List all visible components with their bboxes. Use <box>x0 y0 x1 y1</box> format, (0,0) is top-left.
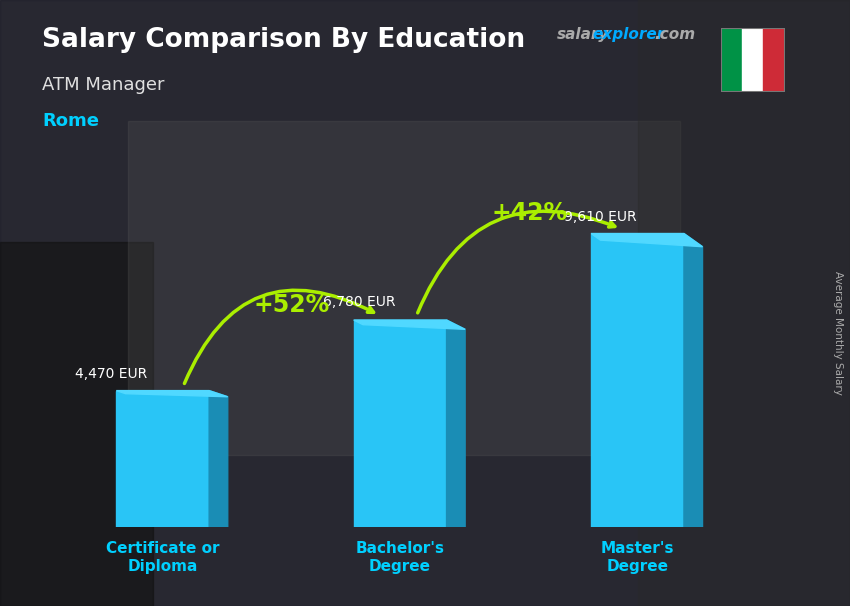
Bar <box>0 242 153 606</box>
Text: 6,780 EUR: 6,780 EUR <box>322 295 395 309</box>
Bar <box>638 0 850 606</box>
Polygon shape <box>684 233 702 527</box>
Text: 4,470 EUR: 4,470 EUR <box>75 367 147 381</box>
Text: 9,610 EUR: 9,610 EUR <box>564 210 637 224</box>
Text: explorer: explorer <box>592 27 665 42</box>
Polygon shape <box>591 233 702 247</box>
Text: Salary Comparison By Education: Salary Comparison By Education <box>42 27 525 53</box>
Polygon shape <box>446 320 465 527</box>
Bar <box>742 28 763 92</box>
Text: Rome: Rome <box>42 112 99 130</box>
Polygon shape <box>209 391 228 527</box>
Text: ATM Manager: ATM Manager <box>42 76 165 94</box>
Polygon shape <box>591 233 684 527</box>
Text: salary: salary <box>557 27 609 42</box>
Polygon shape <box>116 391 228 397</box>
Bar <box>763 28 785 92</box>
Bar <box>721 28 742 92</box>
Text: +42%: +42% <box>491 201 567 225</box>
Polygon shape <box>116 391 209 527</box>
Text: Average Monthly Salary: Average Monthly Salary <box>833 271 843 395</box>
Bar <box>128 121 680 454</box>
Text: .com: .com <box>654 27 695 42</box>
Text: +52%: +52% <box>253 293 330 317</box>
Polygon shape <box>354 320 446 527</box>
Polygon shape <box>354 320 465 329</box>
